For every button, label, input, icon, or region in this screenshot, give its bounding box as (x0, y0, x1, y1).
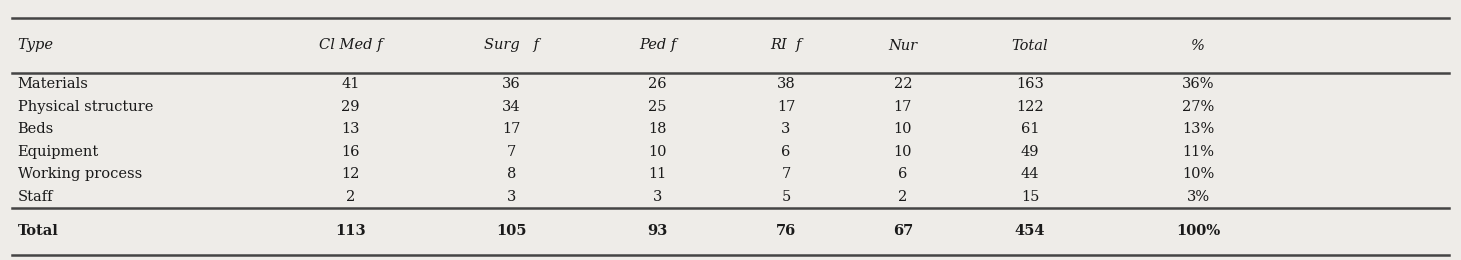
Text: 29: 29 (342, 100, 359, 114)
Text: 13%: 13% (1182, 122, 1214, 136)
Text: Working process: Working process (18, 167, 142, 181)
Text: 17: 17 (777, 100, 795, 114)
Text: 11: 11 (649, 167, 666, 181)
Text: 122: 122 (1017, 100, 1043, 114)
Text: 10: 10 (894, 145, 912, 159)
Text: Total: Total (1011, 38, 1049, 53)
Text: 36: 36 (503, 77, 520, 91)
Text: Cl Med f: Cl Med f (318, 38, 383, 53)
Text: 105: 105 (497, 224, 526, 238)
Text: Staff: Staff (18, 190, 53, 204)
Text: 7: 7 (782, 167, 790, 181)
Text: 100%: 100% (1176, 224, 1220, 238)
Text: 13: 13 (342, 122, 359, 136)
Text: 34: 34 (503, 100, 520, 114)
Text: 26: 26 (649, 77, 666, 91)
Text: 61: 61 (1021, 122, 1039, 136)
Text: 6: 6 (782, 145, 790, 159)
Text: 22: 22 (894, 77, 912, 91)
Text: 12: 12 (342, 167, 359, 181)
Text: 10: 10 (649, 145, 666, 159)
Text: %: % (1191, 38, 1205, 53)
Text: 17: 17 (503, 122, 520, 136)
Text: 36%: 36% (1182, 77, 1214, 91)
Text: 41: 41 (342, 77, 359, 91)
Text: Equipment: Equipment (18, 145, 99, 159)
Text: 17: 17 (894, 100, 912, 114)
Text: 11%: 11% (1182, 145, 1214, 159)
Text: 93: 93 (647, 224, 668, 238)
Text: 2: 2 (899, 190, 907, 204)
Text: 113: 113 (336, 224, 365, 238)
Text: RI  f: RI f (770, 38, 802, 53)
Text: 454: 454 (1015, 224, 1045, 238)
Text: 49: 49 (1021, 145, 1039, 159)
Text: 25: 25 (649, 100, 666, 114)
Text: 6: 6 (899, 167, 907, 181)
Text: Beds: Beds (18, 122, 54, 136)
Text: 7: 7 (507, 145, 516, 159)
Text: 38: 38 (777, 77, 795, 91)
Text: 8: 8 (507, 167, 516, 181)
Text: 44: 44 (1021, 167, 1039, 181)
Text: 67: 67 (893, 224, 913, 238)
Text: 5: 5 (782, 190, 790, 204)
Text: 10%: 10% (1182, 167, 1214, 181)
Text: Surg   f: Surg f (484, 38, 539, 53)
Text: 2: 2 (346, 190, 355, 204)
Text: Nur: Nur (888, 38, 918, 53)
Text: 3: 3 (507, 190, 516, 204)
Text: 3: 3 (653, 190, 662, 204)
Text: 76: 76 (776, 224, 796, 238)
Text: Physical structure: Physical structure (18, 100, 153, 114)
Text: 3%: 3% (1186, 190, 1210, 204)
Text: 27%: 27% (1182, 100, 1214, 114)
Text: Ped f: Ped f (638, 38, 676, 53)
Text: 163: 163 (1015, 77, 1045, 91)
Text: 3: 3 (782, 122, 790, 136)
Text: 10: 10 (894, 122, 912, 136)
Text: 16: 16 (342, 145, 359, 159)
Text: Total: Total (18, 224, 58, 238)
Text: Type: Type (18, 38, 54, 53)
Text: 15: 15 (1021, 190, 1039, 204)
Text: 18: 18 (649, 122, 666, 136)
Text: Materials: Materials (18, 77, 89, 91)
